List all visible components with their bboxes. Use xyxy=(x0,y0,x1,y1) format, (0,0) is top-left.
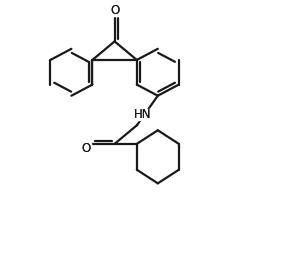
Text: O: O xyxy=(82,142,91,155)
Text: O: O xyxy=(110,4,119,17)
Text: O: O xyxy=(82,142,91,155)
Text: HN: HN xyxy=(134,108,152,121)
Text: O: O xyxy=(110,4,119,17)
Bar xyxy=(136,109,150,120)
Bar xyxy=(110,5,120,16)
Text: HN: HN xyxy=(134,108,152,121)
Bar xyxy=(81,143,91,154)
